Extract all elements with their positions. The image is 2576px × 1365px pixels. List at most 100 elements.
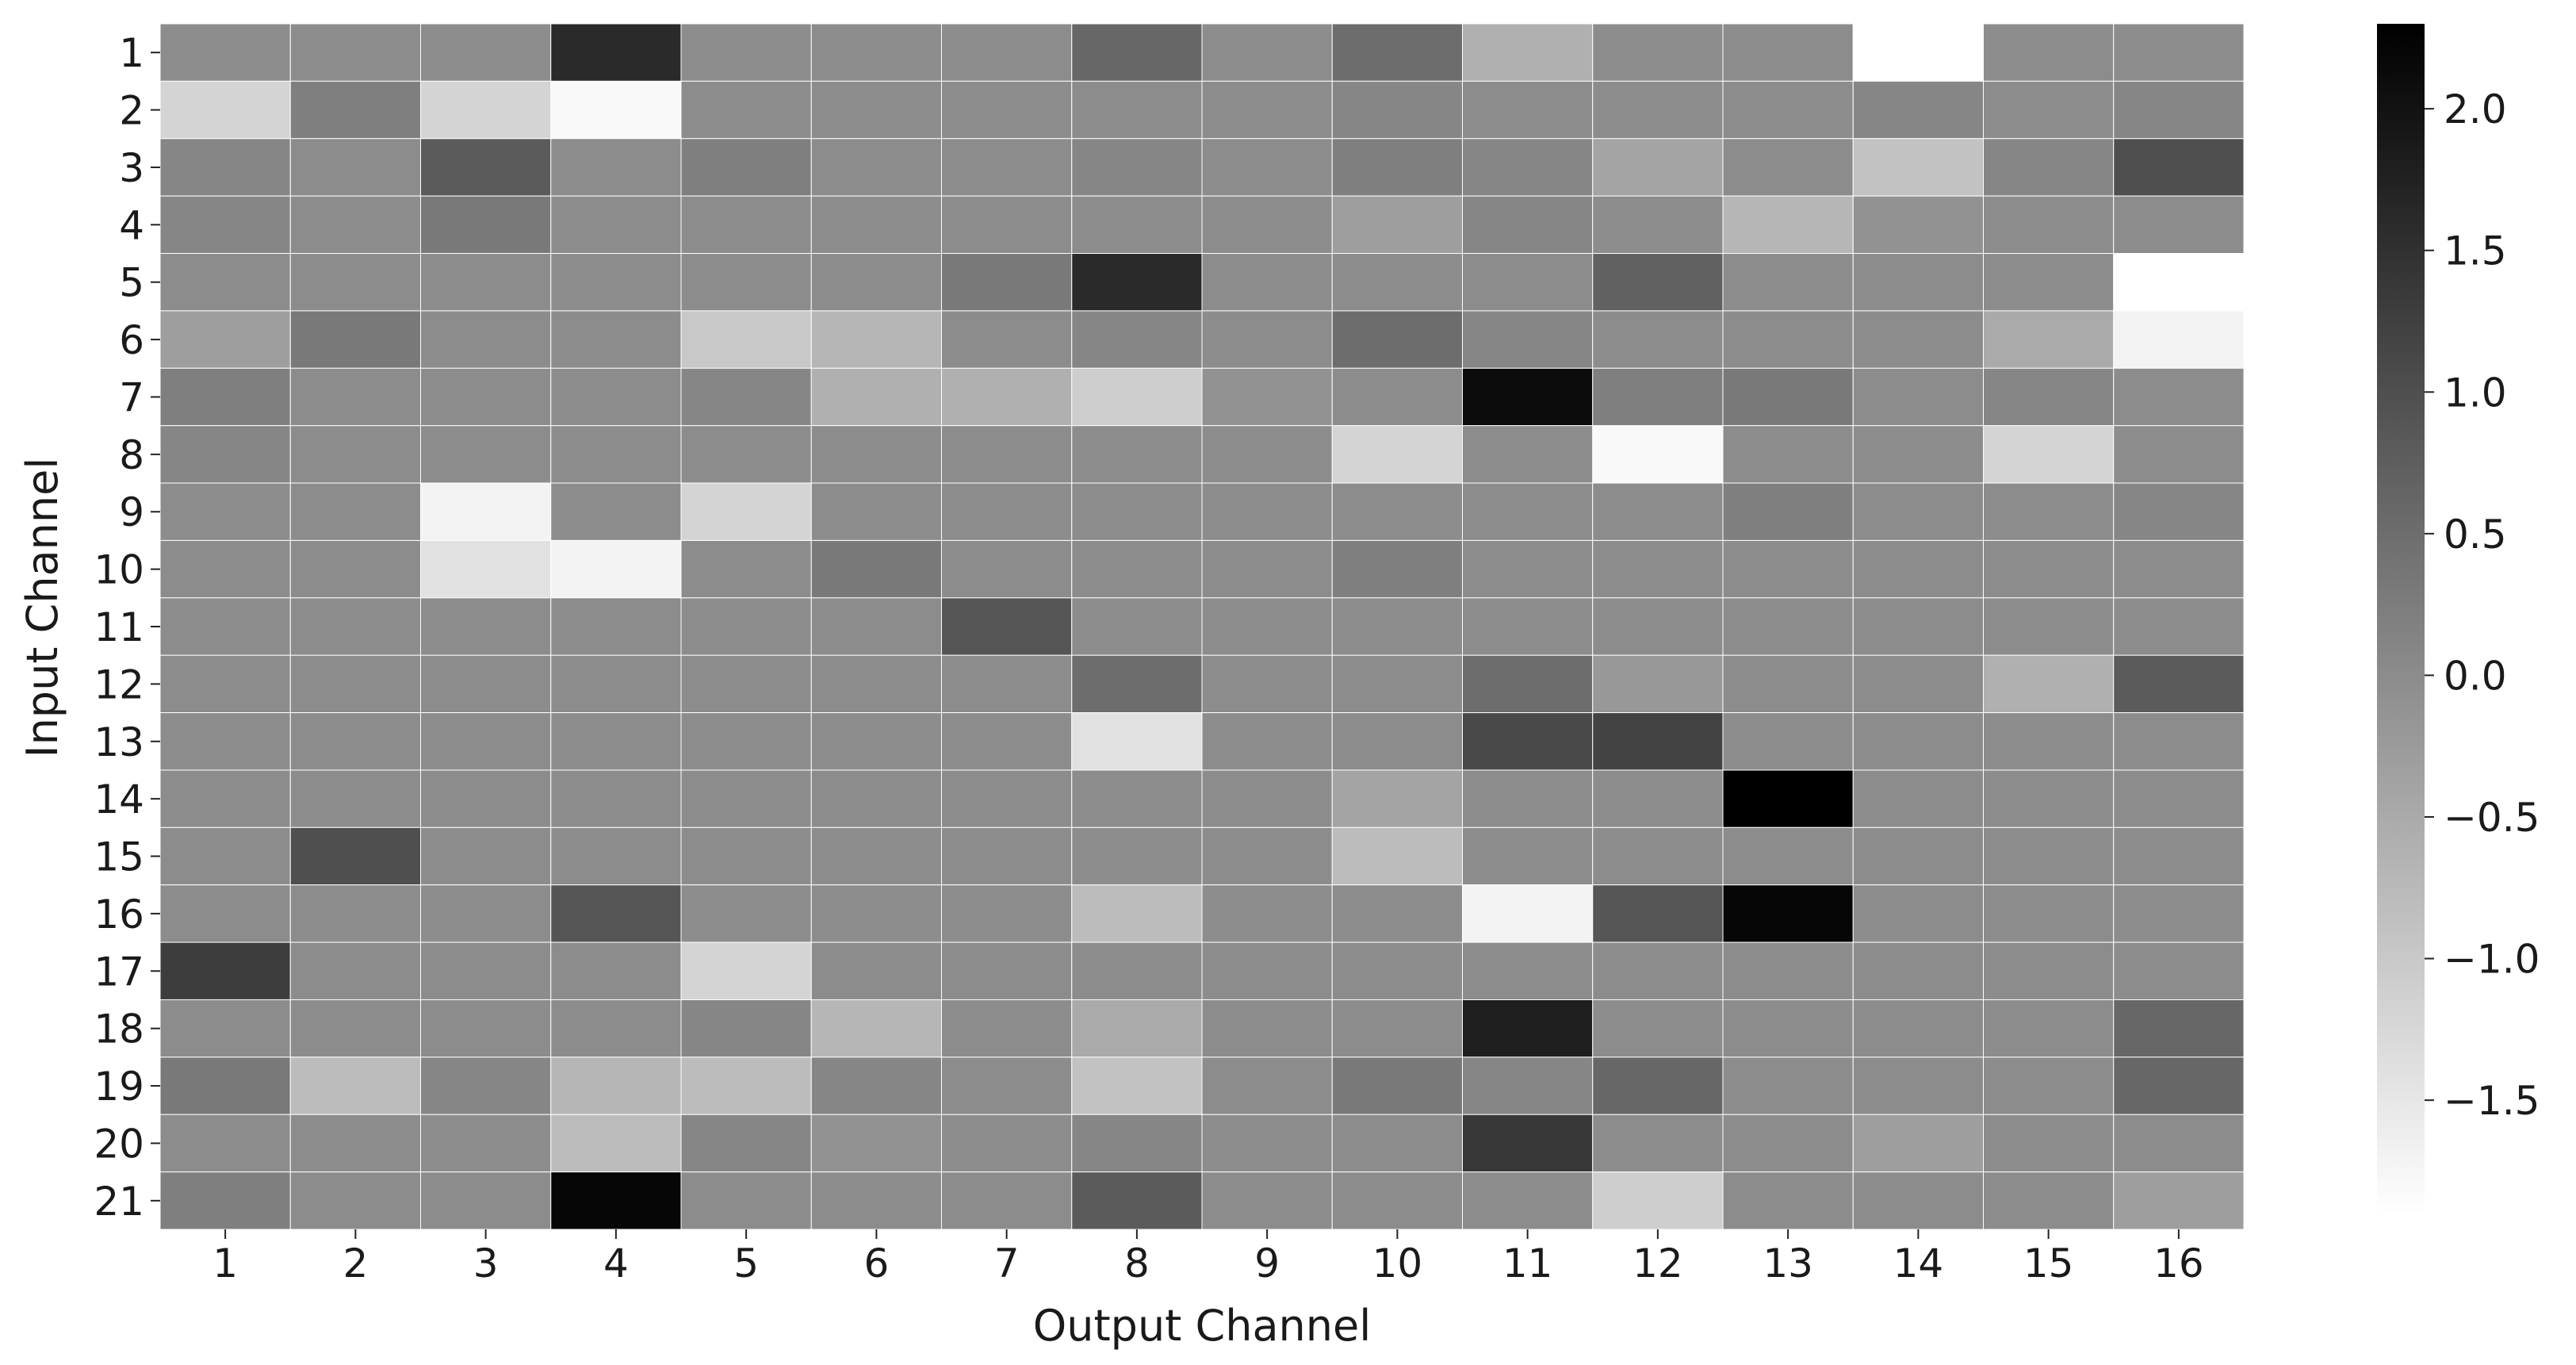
heatmap-cell bbox=[1852, 539, 1984, 599]
heatmap-cell bbox=[1592, 999, 1724, 1058]
heatmap-cell bbox=[159, 826, 291, 886]
y-tick-label: 4 bbox=[119, 202, 144, 248]
heatmap-cell bbox=[1071, 425, 1203, 484]
heatmap-cell bbox=[550, 654, 682, 714]
colorbar-tick-label: −1.5 bbox=[2444, 1078, 2540, 1124]
heatmap-cell bbox=[941, 23, 1073, 82]
heatmap-cell bbox=[550, 884, 682, 943]
heatmap-cell bbox=[420, 826, 552, 886]
heatmap-cell bbox=[159, 597, 291, 656]
heatmap-cell bbox=[289, 1056, 421, 1115]
heatmap-cell bbox=[1983, 999, 2115, 1058]
heatmap-cell bbox=[1722, 884, 1854, 943]
heatmap-cell bbox=[1592, 826, 1724, 886]
heatmap-cell bbox=[289, 712, 421, 771]
heatmap-cell bbox=[941, 138, 1073, 197]
heatmap-cell bbox=[159, 1114, 291, 1173]
heatmap-cell bbox=[1592, 138, 1724, 197]
heatmap-cell bbox=[1331, 654, 1463, 714]
heatmap-cell bbox=[550, 80, 682, 140]
heatmap-cell bbox=[420, 482, 552, 541]
heatmap-cell bbox=[420, 138, 552, 197]
heatmap-cell bbox=[1852, 482, 1984, 541]
heatmap-cell bbox=[420, 1056, 552, 1115]
heatmap-cell bbox=[1331, 1056, 1463, 1115]
heatmap-cell bbox=[1462, 941, 1594, 1000]
heatmap-cell bbox=[1722, 195, 1854, 255]
heatmap-cell bbox=[159, 253, 291, 312]
heatmap-cell bbox=[1722, 597, 1854, 656]
x-tick-label: 1 bbox=[212, 1240, 238, 1286]
heatmap-cell bbox=[1852, 80, 1984, 140]
heatmap-cell bbox=[420, 310, 552, 369]
heatmap-cell bbox=[1201, 80, 1333, 140]
x-tick-label: 16 bbox=[2153, 1240, 2204, 1286]
heatmap-cell bbox=[1592, 712, 1724, 771]
heatmap-cell bbox=[810, 80, 942, 140]
heatmap-cell bbox=[810, 1171, 942, 1230]
heatmap-cell bbox=[550, 712, 682, 771]
heatmap-cell bbox=[159, 712, 291, 771]
colorbar-tick-label: −1.0 bbox=[2444, 937, 2540, 983]
colorbar-tick-label: 0.5 bbox=[2444, 512, 2507, 558]
colorbar-ticks: 2.0 1.5 1.0 0.5 0.0 −0.5 −1.0 −1.5 bbox=[2425, 86, 2540, 1124]
heatmap-cell bbox=[550, 482, 682, 541]
heatmap-cell bbox=[941, 597, 1073, 656]
heatmap-cell bbox=[1852, 253, 1984, 312]
heatmap-cell bbox=[1462, 597, 1594, 656]
heatmap-cell bbox=[810, 367, 942, 427]
heatmap-cell bbox=[550, 195, 682, 255]
heatmap-cell bbox=[1852, 654, 1984, 714]
heatmap-cell bbox=[1331, 310, 1463, 369]
heatmap-cell bbox=[941, 253, 1073, 312]
heatmap-cell bbox=[2113, 80, 2245, 140]
y-tick-label: 15 bbox=[94, 834, 144, 880]
heatmap-cell bbox=[1983, 941, 2115, 1000]
heatmap-cell bbox=[941, 1056, 1073, 1115]
heatmap-cell bbox=[1983, 884, 2115, 943]
heatmap-cell bbox=[1071, 482, 1203, 541]
heatmap-cell bbox=[1592, 23, 1724, 82]
heatmap-cell bbox=[1592, 425, 1724, 484]
heatmap-cell bbox=[1201, 999, 1333, 1058]
heatmap-cell bbox=[1331, 482, 1463, 541]
heatmap-cell bbox=[1722, 482, 1854, 541]
y-tick-label: 7 bbox=[119, 374, 144, 420]
x-tick-label: 4 bbox=[603, 1240, 629, 1286]
heatmap-cell bbox=[159, 367, 291, 427]
y-axis-label: Input Channel bbox=[17, 458, 67, 758]
heatmap-cell bbox=[1331, 80, 1463, 140]
heatmap-cell bbox=[159, 425, 291, 484]
heatmap-cell bbox=[2113, 310, 2245, 369]
heatmap-cell bbox=[680, 80, 812, 140]
heatmap-cell bbox=[1852, 1056, 1984, 1115]
heatmap-cell bbox=[810, 654, 942, 714]
heatmap-cell bbox=[159, 654, 291, 714]
heatmap-cell bbox=[2113, 826, 2245, 886]
heatmap-cell bbox=[1331, 941, 1463, 1000]
y-tick-label: 20 bbox=[94, 1121, 144, 1167]
heatmap-cell bbox=[2113, 1114, 2245, 1173]
heatmap-cell bbox=[1201, 23, 1333, 82]
heatmap-cell bbox=[1462, 482, 1594, 541]
heatmap-cell bbox=[1722, 310, 1854, 369]
heatmap-cell bbox=[289, 826, 421, 886]
heatmap-cell bbox=[550, 253, 682, 312]
heatmap-cell bbox=[680, 597, 812, 656]
heatmap-cell bbox=[289, 482, 421, 541]
heatmap-cell bbox=[1201, 1114, 1333, 1173]
heatmap-cell bbox=[1331, 1171, 1463, 1230]
x-tick-label: 10 bbox=[1372, 1240, 1423, 1286]
heatmap-cell bbox=[1983, 195, 2115, 255]
heatmap-cell bbox=[1592, 310, 1724, 369]
heatmap-cell bbox=[1331, 712, 1463, 771]
heatmap-cell bbox=[1071, 712, 1203, 771]
heatmap-cell bbox=[1852, 769, 1984, 828]
heatmap-cell bbox=[550, 138, 682, 197]
heatmap-cell bbox=[941, 367, 1073, 427]
heatmap-cell bbox=[941, 310, 1073, 369]
heatmap-cell bbox=[550, 769, 682, 828]
heatmap-cell bbox=[810, 712, 942, 771]
heatmap-cell bbox=[159, 482, 291, 541]
